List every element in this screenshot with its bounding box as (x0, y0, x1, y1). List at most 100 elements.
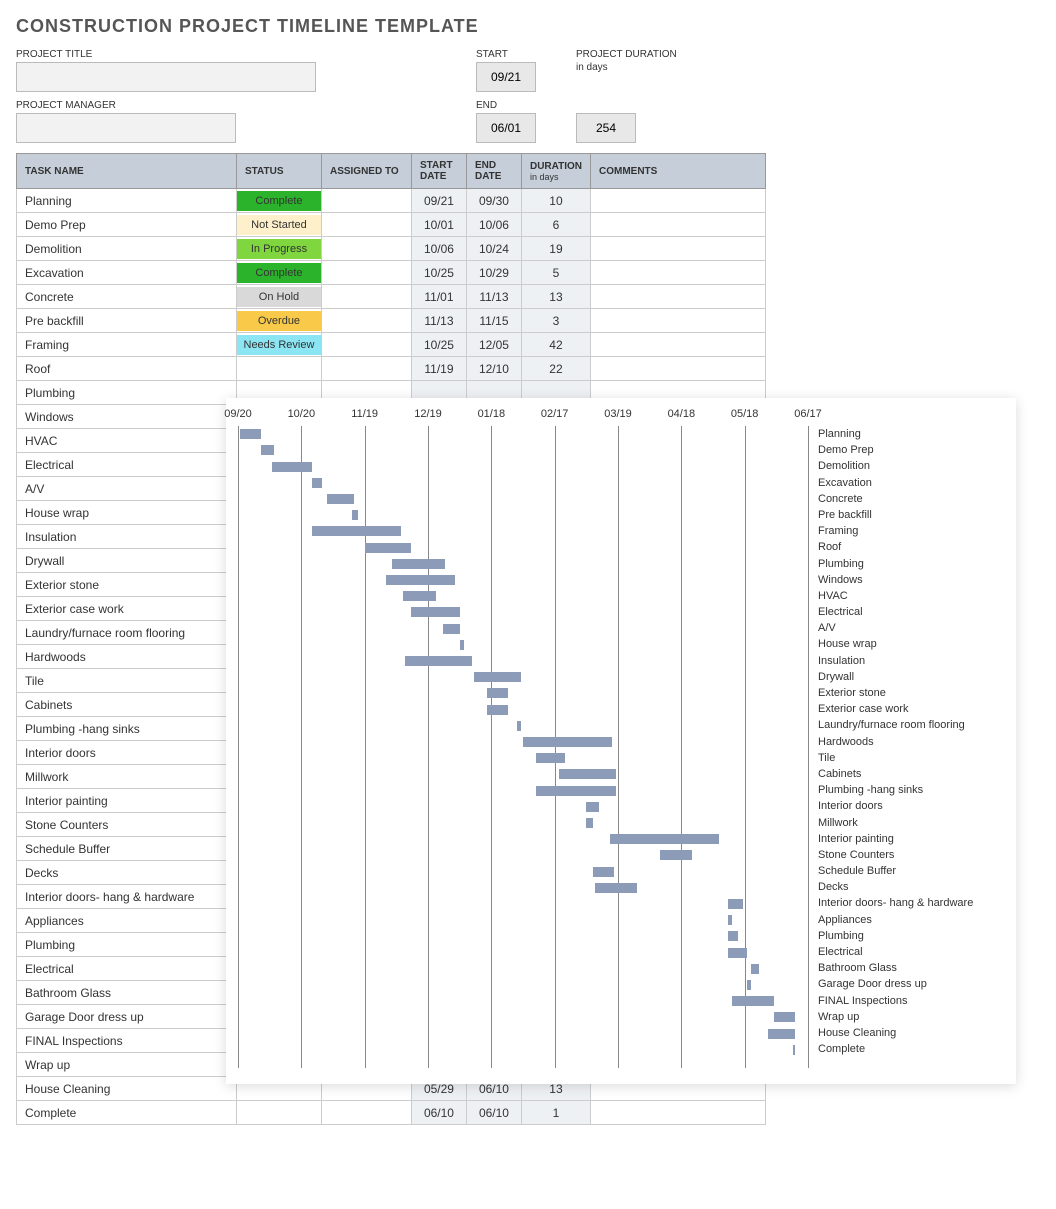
end-cell[interactable]: 12/10 (466, 357, 521, 381)
start-cell[interactable]: 06/10 (411, 1101, 466, 1125)
assigned-cell[interactable] (321, 261, 411, 285)
table-row[interactable]: ExcavationComplete10/2510/295 (17, 261, 766, 285)
status-cell[interactable]: In Progress (236, 237, 321, 261)
comments-cell[interactable] (591, 189, 766, 213)
assigned-cell[interactable] (321, 1101, 411, 1125)
task-name-cell[interactable]: Electrical (17, 957, 237, 981)
end-cell[interactable]: 12/05 (466, 333, 521, 357)
assigned-cell[interactable] (321, 189, 411, 213)
task-name-cell[interactable]: Drywall (17, 549, 237, 573)
start-cell[interactable]: 11/13 (411, 309, 466, 333)
task-name-cell[interactable]: FINAL Inspections (17, 1029, 237, 1053)
task-name-cell[interactable]: Stone Counters (17, 813, 237, 837)
table-row[interactable]: Roof 11/1912/1022 (17, 357, 766, 381)
start-cell[interactable]: 09/21 (411, 189, 466, 213)
comments-cell[interactable] (591, 357, 766, 381)
start-cell[interactable]: 10/01 (411, 213, 466, 237)
task-name-cell[interactable]: House Cleaning (17, 1077, 237, 1101)
duration-cell[interactable]: 13 (521, 285, 590, 309)
project-duration-input[interactable] (576, 113, 636, 143)
start-cell[interactable]: 10/25 (411, 333, 466, 357)
comments-cell[interactable] (591, 213, 766, 237)
task-name-cell[interactable]: Roof (17, 357, 237, 381)
start-input[interactable] (476, 62, 536, 92)
table-row[interactable]: PlanningComplete 09/2109/3010 (17, 189, 766, 213)
status-cell[interactable] (236, 357, 321, 381)
duration-cell[interactable]: 3 (521, 309, 590, 333)
duration-cell[interactable]: 22 (521, 357, 590, 381)
task-name-cell[interactable]: Laundry/furnace room flooring (17, 621, 237, 645)
comments-cell[interactable] (591, 333, 766, 357)
status-cell[interactable]: Overdue (236, 309, 321, 333)
start-cell[interactable]: 11/19 (411, 357, 466, 381)
duration-cell[interactable]: 42 (521, 333, 590, 357)
end-input[interactable] (476, 113, 536, 143)
comments-cell[interactable] (591, 1101, 766, 1125)
task-name-cell[interactable]: Schedule Buffer (17, 837, 237, 861)
assigned-cell[interactable] (321, 357, 411, 381)
task-name-cell[interactable]: Cabinets (17, 693, 237, 717)
end-cell[interactable]: 09/30 (466, 189, 521, 213)
status-cell[interactable] (236, 1101, 321, 1125)
task-name-cell[interactable]: Pre backfill (17, 309, 237, 333)
task-name-cell[interactable]: Complete (17, 1101, 237, 1125)
project-title-input[interactable] (16, 62, 316, 92)
task-name-cell[interactable]: Garage Door dress up (17, 1005, 237, 1029)
task-name-cell[interactable]: Excavation (17, 261, 237, 285)
task-name-cell[interactable]: Interior doors (17, 741, 237, 765)
task-name-cell[interactable]: Demolition (17, 237, 237, 261)
project-manager-input[interactable] (16, 113, 236, 143)
task-name-cell[interactable]: Framing (17, 333, 237, 357)
table-row[interactable]: ConcreteOn Hold 11/0111/1313 (17, 285, 766, 309)
task-name-cell[interactable]: Plumbing -hang sinks (17, 717, 237, 741)
status-cell[interactable]: Needs Review (236, 333, 321, 357)
start-cell[interactable]: 11/01 (411, 285, 466, 309)
task-name-cell[interactable]: Plumbing (17, 381, 237, 405)
task-name-cell[interactable]: Electrical (17, 453, 237, 477)
task-name-cell[interactable]: Wrap up (17, 1053, 237, 1077)
comments-cell[interactable] (591, 285, 766, 309)
task-name-cell[interactable]: Bathroom Glass (17, 981, 237, 1005)
comments-cell[interactable] (591, 261, 766, 285)
comments-cell[interactable] (591, 237, 766, 261)
task-name-cell[interactable]: Decks (17, 861, 237, 885)
task-name-cell[interactable]: Interior doors- hang & hardware (17, 885, 237, 909)
task-name-cell[interactable]: Planning (17, 189, 237, 213)
table-row[interactable]: FramingNeeds Review 10/2512/0542 (17, 333, 766, 357)
task-name-cell[interactable]: Demo Prep (17, 213, 237, 237)
task-name-cell[interactable]: Hardwoods (17, 645, 237, 669)
table-row[interactable]: Complete06/1006/101 (17, 1101, 766, 1125)
comments-cell[interactable] (591, 309, 766, 333)
duration-cell[interactable]: 5 (521, 261, 590, 285)
start-cell[interactable]: 10/25 (411, 261, 466, 285)
status-cell[interactable]: Not Started (236, 213, 321, 237)
duration-cell[interactable]: 10 (521, 189, 590, 213)
status-cell[interactable]: Complete (236, 189, 321, 213)
table-row[interactable]: Pre backfillOverdue11/1311/153 (17, 309, 766, 333)
duration-cell[interactable]: 6 (521, 213, 590, 237)
task-name-cell[interactable]: House wrap (17, 501, 237, 525)
duration-cell[interactable]: 19 (521, 237, 590, 261)
task-name-cell[interactable]: A/V (17, 477, 237, 501)
table-row[interactable]: DemolitionIn Progress10/0610/2419 (17, 237, 766, 261)
status-cell[interactable]: On Hold (236, 285, 321, 309)
task-name-cell[interactable]: Millwork (17, 765, 237, 789)
task-name-cell[interactable]: Exterior case work (17, 597, 237, 621)
task-name-cell[interactable]: Insulation (17, 525, 237, 549)
task-name-cell[interactable]: Concrete (17, 285, 237, 309)
assigned-cell[interactable] (321, 213, 411, 237)
end-cell[interactable]: 11/13 (466, 285, 521, 309)
status-cell[interactable]: Complete (236, 261, 321, 285)
table-row[interactable]: Demo PrepNot Started10/0110/066 (17, 213, 766, 237)
task-name-cell[interactable]: HVAC (17, 429, 237, 453)
task-name-cell[interactable]: Tile (17, 669, 237, 693)
assigned-cell[interactable] (321, 309, 411, 333)
duration-cell[interactable]: 1 (521, 1101, 590, 1125)
task-name-cell[interactable]: Interior painting (17, 789, 237, 813)
task-name-cell[interactable]: Windows (17, 405, 237, 429)
task-name-cell[interactable]: Exterior stone (17, 573, 237, 597)
assigned-cell[interactable] (321, 285, 411, 309)
end-cell[interactable]: 06/10 (466, 1101, 521, 1125)
assigned-cell[interactable] (321, 333, 411, 357)
start-cell[interactable]: 10/06 (411, 237, 466, 261)
